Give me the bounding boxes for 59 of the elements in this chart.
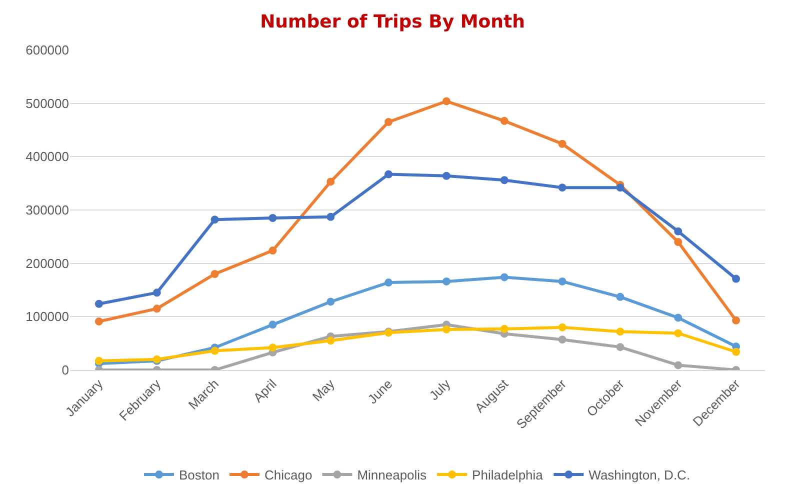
point [94, 300, 103, 308]
x-tick-label: July [426, 376, 454, 404]
point [674, 227, 682, 236]
point [326, 178, 335, 186]
point [616, 343, 624, 352]
point [326, 212, 335, 221]
point [326, 298, 335, 306]
point [674, 314, 682, 322]
point [442, 277, 450, 286]
legend-label: Philadelphia [472, 468, 544, 483]
x-tick-label: May [309, 376, 338, 404]
point [384, 278, 393, 287]
legend-label: Boston [179, 468, 220, 483]
point [500, 176, 508, 184]
point [558, 323, 566, 332]
point [94, 317, 103, 326]
point [674, 238, 682, 246]
point [732, 316, 740, 324]
point [152, 288, 161, 297]
legend-label: Chicago [264, 468, 312, 483]
point [732, 348, 740, 356]
point [326, 336, 335, 345]
point [616, 328, 624, 336]
point [732, 274, 740, 283]
point [268, 344, 277, 352]
point [558, 277, 566, 286]
point [268, 214, 277, 222]
y-tick-label: 400000 [26, 149, 69, 164]
legend-label: Washington, D.C. [588, 468, 690, 483]
point [268, 246, 277, 255]
point [152, 304, 161, 313]
y-tick-label: 500000 [26, 96, 69, 111]
point [558, 184, 566, 192]
point [384, 170, 393, 178]
y-tick-label: 600000 [26, 42, 69, 58]
y-tick-label: 0 [62, 362, 69, 378]
point [384, 118, 393, 126]
point [94, 356, 103, 365]
point [500, 324, 508, 333]
point [674, 361, 682, 370]
point [558, 140, 566, 148]
point [210, 270, 219, 278]
point [210, 346, 219, 355]
chart-title: Number of Trips By Month [260, 12, 525, 33]
point [674, 329, 682, 338]
point [442, 97, 450, 106]
y-tick-label: 300000 [26, 202, 69, 218]
point [558, 336, 566, 344]
y-tick-label: 100000 [26, 309, 69, 324]
point [268, 320, 277, 329]
point [442, 325, 450, 334]
point [500, 273, 508, 282]
point [616, 184, 624, 192]
point [442, 172, 450, 180]
point [616, 292, 624, 301]
point [500, 116, 508, 125]
y-tick-label: 200000 [26, 256, 69, 271]
legend-label: Minneapolis [357, 468, 428, 483]
point [210, 216, 219, 224]
